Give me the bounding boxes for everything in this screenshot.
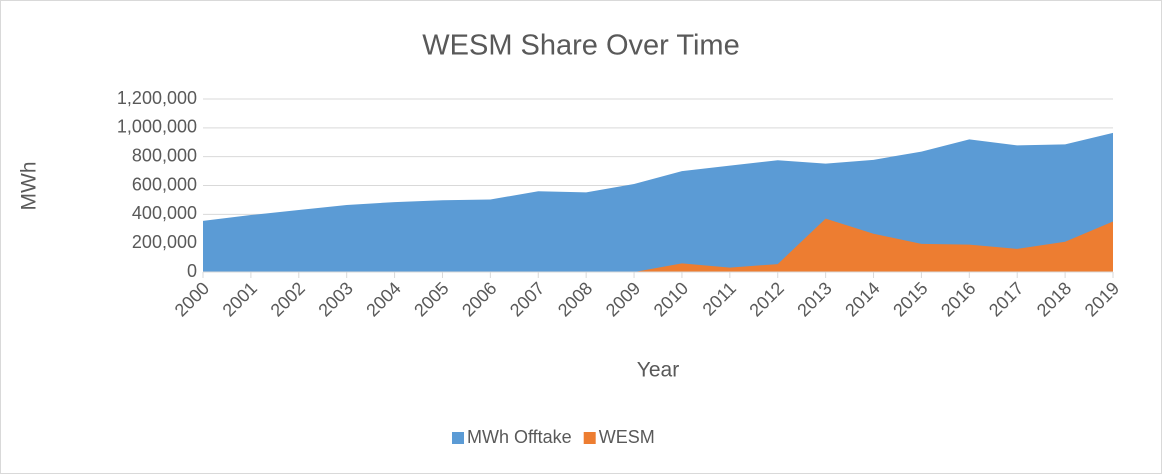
y-tick-label: 800,000 xyxy=(132,145,197,165)
area xyxy=(634,218,1113,272)
legend-label: MWh Offtake xyxy=(467,427,572,447)
y-tick-label: 200,000 xyxy=(132,232,197,252)
legend-label: WESM xyxy=(599,427,655,447)
y-tick-label: 400,000 xyxy=(132,203,197,223)
y-tick-label: 600,000 xyxy=(132,174,197,194)
y-tick-label: 1,000,000 xyxy=(117,117,197,137)
y-tick-label: 1,200,000 xyxy=(117,88,197,108)
chart-title: WESM Share Over Time xyxy=(422,30,739,62)
legend-swatch xyxy=(452,432,464,444)
y-tick-label: 0 xyxy=(187,261,197,281)
y-axis-title: MWh xyxy=(18,162,41,211)
x-axis-title: Year xyxy=(637,359,679,382)
legend-swatch xyxy=(583,432,596,444)
